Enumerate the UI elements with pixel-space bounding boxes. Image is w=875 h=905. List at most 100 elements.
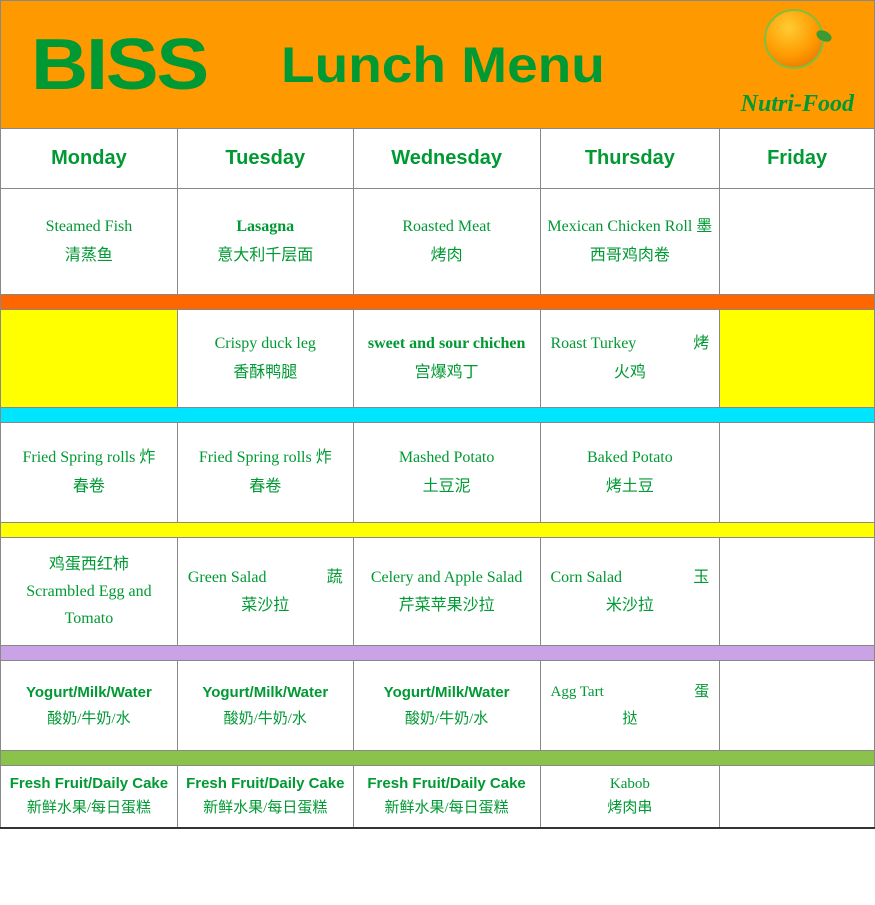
item-cn: 菜沙拉 — [178, 592, 353, 619]
item-cn: 酸奶/牛奶/水 — [1, 706, 177, 733]
cell-r6-mon: Fresh Fruit/Daily Cake 新鲜水果/每日蛋糕 — [1, 766, 178, 828]
day-tuesday: Tuesday — [177, 129, 353, 189]
cell-r5-fri — [720, 661, 875, 751]
sponsor-logo-icon — [764, 9, 824, 69]
cell-r6-fri — [720, 766, 875, 828]
item-en: Agg Tart — [551, 679, 604, 706]
item-en-2: Tomato — [1, 605, 177, 632]
menu-row-6: Fresh Fruit/Daily Cake 新鲜水果/每日蛋糕 Fresh F… — [1, 766, 875, 828]
item-en: Mexican Chicken Roll 墨 — [541, 213, 720, 242]
cell-r4-wed: Celery and Apple Salad 芹菜苹果沙拉 — [353, 538, 540, 646]
item-cn: 酸奶/牛奶/水 — [354, 706, 540, 733]
menu-row-3: Fried Spring rolls 炸 春卷 Fried Spring rol… — [1, 423, 875, 523]
item-cn: 春卷 — [178, 473, 353, 502]
item-cn: 米沙拉 — [541, 592, 720, 619]
cell-r2-wed: sweet and sour chichen 宫爆鸡丁 — [353, 310, 540, 408]
item-en: Fried Spring rolls 炸 — [178, 444, 353, 473]
cell-r6-wed: Fresh Fruit/Daily Cake 新鲜水果/每日蛋糕 — [353, 766, 540, 828]
separator-green — [1, 751, 875, 766]
item-en: Yogurt/Milk/Water — [354, 679, 540, 706]
cell-r4-thu: Corn Salad 玉 米沙拉 — [540, 538, 720, 646]
day-header-row: Monday Tuesday Wednesday Thursday Friday — [1, 129, 875, 189]
item-cn-suffix: 玉 — [693, 564, 709, 591]
item-en: Lasagna — [178, 213, 353, 242]
brand-name: BISS — [31, 24, 207, 106]
page-title: Lunch Menu — [281, 36, 605, 94]
item-cn: 香酥鸭腿 — [178, 359, 353, 388]
item-en: Fried Spring rolls 炸 — [1, 444, 177, 473]
item-en: Steamed Fish — [1, 213, 177, 242]
item-cn: 新鲜水果/每日蛋糕 — [354, 796, 540, 820]
day-monday: Monday — [1, 129, 178, 189]
item-en: Roasted Meat — [354, 213, 540, 242]
menu-row-4: 鸡蛋西红柿 Scrambled Egg and Tomato Green Sal… — [1, 538, 875, 646]
item-en: Green Salad — [188, 564, 267, 591]
cell-r1-thu: Mexican Chicken Roll 墨 西哥鸡肉卷 — [540, 189, 720, 295]
cell-r1-mon: Steamed Fish 清蒸鱼 — [1, 189, 178, 295]
cell-r3-mon: Fried Spring rolls 炸 春卷 — [1, 423, 178, 523]
item-cn: 新鲜水果/每日蛋糕 — [1, 796, 177, 820]
sponsor-name: Nutri-Food — [741, 91, 854, 118]
item-cn: 烤土豆 — [541, 473, 720, 502]
item-cn-suffix: 蔬 — [327, 564, 343, 591]
item-en: Crispy duck leg — [178, 330, 353, 359]
separator-cyan — [1, 408, 875, 423]
item-en: Baked Potato — [541, 444, 720, 473]
menu-table: Monday Tuesday Wednesday Thursday Friday… — [0, 128, 875, 829]
cell-r5-thu: Agg Tart 蛋 挞 — [540, 661, 720, 751]
cell-r6-tue: Fresh Fruit/Daily Cake 新鲜水果/每日蛋糕 — [177, 766, 353, 828]
cell-r1-fri — [720, 189, 875, 295]
item-cn: 挞 — [541, 706, 720, 733]
cell-r2-tue: Crispy duck leg 香酥鸭腿 — [177, 310, 353, 408]
item-en: Fresh Fruit/Daily Cake — [354, 772, 540, 796]
item-cn: 酸奶/牛奶/水 — [178, 706, 353, 733]
item-en: Kabob — [541, 772, 720, 796]
cell-r3-fri — [720, 423, 875, 523]
item-cn-suffix: 烤 — [693, 330, 709, 359]
item-cn: 火鸡 — [541, 359, 720, 388]
item-en: Fresh Fruit/Daily Cake — [178, 772, 353, 796]
cell-r5-mon: Yogurt/Milk/Water 酸奶/牛奶/水 — [1, 661, 178, 751]
separator-orange — [1, 295, 875, 310]
item-cn: 土豆泥 — [354, 473, 540, 502]
cell-r5-tue: Yogurt/Milk/Water 酸奶/牛奶/水 — [177, 661, 353, 751]
item-cn: 鸡蛋西红柿 — [1, 551, 177, 578]
day-wednesday: Wednesday — [353, 129, 540, 189]
item-cn: 芹菜苹果沙拉 — [354, 592, 540, 619]
cell-r1-tue: Lasagna 意大利千层面 — [177, 189, 353, 295]
item-en: Yogurt/Milk/Water — [1, 679, 177, 706]
item-en: Celery and Apple Salad — [354, 564, 540, 591]
item-cn: 烤肉 — [354, 242, 540, 271]
cell-r1-wed: Roasted Meat 烤肉 — [353, 189, 540, 295]
item-en: Mashed Potato — [354, 444, 540, 473]
item-cn: 意大利千层面 — [178, 242, 353, 271]
header-banner: BISS Lunch Menu Nutri-Food — [0, 0, 875, 128]
cell-r3-tue: Fried Spring rolls 炸 春卷 — [177, 423, 353, 523]
item-en: Corn Salad — [551, 564, 623, 591]
item-cn: 清蒸鱼 — [1, 242, 177, 271]
menu-row-2: Crispy duck leg 香酥鸭腿 sweet and sour chic… — [1, 310, 875, 408]
cell-r3-thu: Baked Potato 烤土豆 — [540, 423, 720, 523]
menu-row-1: Steamed Fish 清蒸鱼 Lasagna 意大利千层面 Roasted … — [1, 189, 875, 295]
cell-r2-fri — [720, 310, 875, 408]
item-en: Yogurt/Milk/Water — [178, 679, 353, 706]
item-cn: 宫爆鸡丁 — [354, 359, 540, 388]
separator-yellow — [1, 523, 875, 538]
menu-row-5: Yogurt/Milk/Water 酸奶/牛奶/水 Yogurt/Milk/Wa… — [1, 661, 875, 751]
item-cn-suffix: 蛋 — [694, 679, 709, 706]
cell-r4-tue: Green Salad 蔬 菜沙拉 — [177, 538, 353, 646]
separator-purple — [1, 646, 875, 661]
cell-r2-thu: Roast Turkey 烤 火鸡 — [540, 310, 720, 408]
item-cn: 西哥鸡肉卷 — [541, 242, 720, 271]
item-en: Scrambled Egg and — [1, 578, 177, 605]
item-cn: 烤肉串 — [541, 796, 720, 820]
day-friday: Friday — [720, 129, 875, 189]
cell-r4-mon: 鸡蛋西红柿 Scrambled Egg and Tomato — [1, 538, 178, 646]
cell-r6-thu: Kabob 烤肉串 — [540, 766, 720, 828]
cell-r3-wed: Mashed Potato 土豆泥 — [353, 423, 540, 523]
item-en: Fresh Fruit/Daily Cake — [1, 772, 177, 796]
cell-r5-wed: Yogurt/Milk/Water 酸奶/牛奶/水 — [353, 661, 540, 751]
cell-r2-mon — [1, 310, 178, 408]
item-en: Roast Turkey — [551, 330, 637, 359]
cell-r4-fri — [720, 538, 875, 646]
